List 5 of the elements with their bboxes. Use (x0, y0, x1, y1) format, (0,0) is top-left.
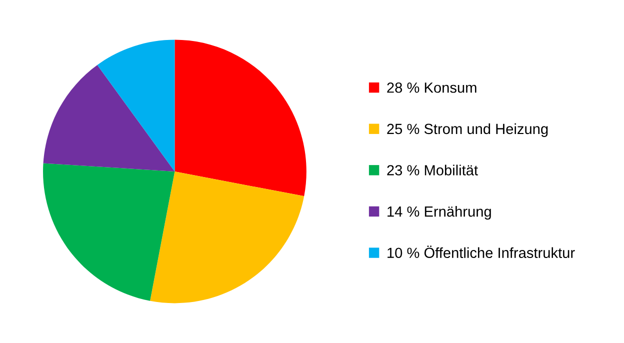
legend-label: 28 % Konsum (387, 82, 476, 93)
legend-label: 23 % Mobilität (387, 164, 478, 176)
legend-label: 10 % Öffentliche Infrastruktur (388, 246, 575, 258)
legend-label: 14 % Ernährung (388, 206, 491, 220)
legend-label: 25 % Strom und Heizung (387, 123, 548, 137)
